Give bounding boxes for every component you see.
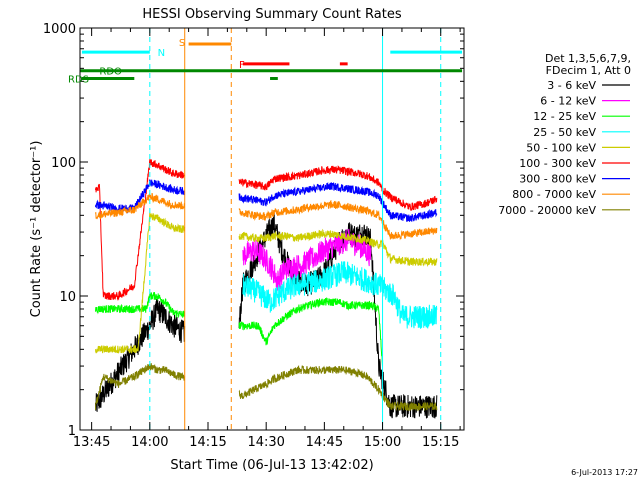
legend-entry-label: 12 - 25 keV: [533, 110, 596, 123]
x-tick-label: 14:30: [247, 435, 284, 450]
series-line: [95, 192, 438, 241]
series-line: [95, 158, 438, 302]
legend-entry-label: 25 - 50 keV: [533, 126, 596, 139]
x-tick-label: 15:00: [364, 435, 401, 450]
series-line: [95, 363, 438, 412]
flag-label: RDS: [68, 74, 89, 85]
flag-label: RDO: [99, 67, 122, 78]
x-tick-label: 14:15: [189, 435, 226, 450]
legend-entry-label: 3 - 6 keV: [547, 79, 596, 92]
x-axis-label: Start Time (06-Jul-13 13:42:02): [170, 458, 373, 473]
x-tick-label: 14:45: [306, 435, 343, 450]
legend-entry-label: 300 - 800 keV: [519, 173, 596, 186]
flag-label: F: [239, 60, 245, 71]
plot-frame: [79, 27, 465, 431]
y-tick-label: 10: [59, 290, 76, 305]
legend-entry-label: 100 - 300 keV: [519, 157, 596, 170]
y-tick-label: 1000: [43, 22, 76, 37]
y-axis-label: Count Rate (s⁻¹ detector⁻¹): [29, 141, 44, 318]
chart-title: HESSI Observing Summary Count Rates: [142, 7, 401, 22]
x-tick-label: 15:15: [422, 435, 459, 450]
series-line: [95, 179, 438, 222]
legend-header: FDecim 1, Att 0: [546, 64, 631, 77]
series-line: [95, 292, 383, 367]
flag-label: N: [158, 48, 165, 59]
footer-date: 6-Jul-2013 17:27: [571, 468, 638, 477]
series-line: [95, 212, 438, 354]
legend-entry-label: 50 - 100 keV: [526, 141, 596, 154]
legend-header: Det 1,3,5,6,7,9,: [545, 52, 631, 65]
x-tick-label: 14:00: [131, 435, 168, 450]
x-tick-label: 13:45: [73, 435, 110, 450]
legend-entry-label: 6 - 12 keV: [540, 95, 596, 108]
legend-entry-label: 800 - 7000 keV: [512, 188, 596, 201]
series-line: [242, 261, 438, 329]
y-tick-label: 1: [68, 424, 76, 439]
legend-entry-label: 7000 - 20000 keV: [498, 204, 596, 217]
y-tick-label: 100: [51, 156, 76, 171]
flag-label: S: [179, 38, 185, 49]
